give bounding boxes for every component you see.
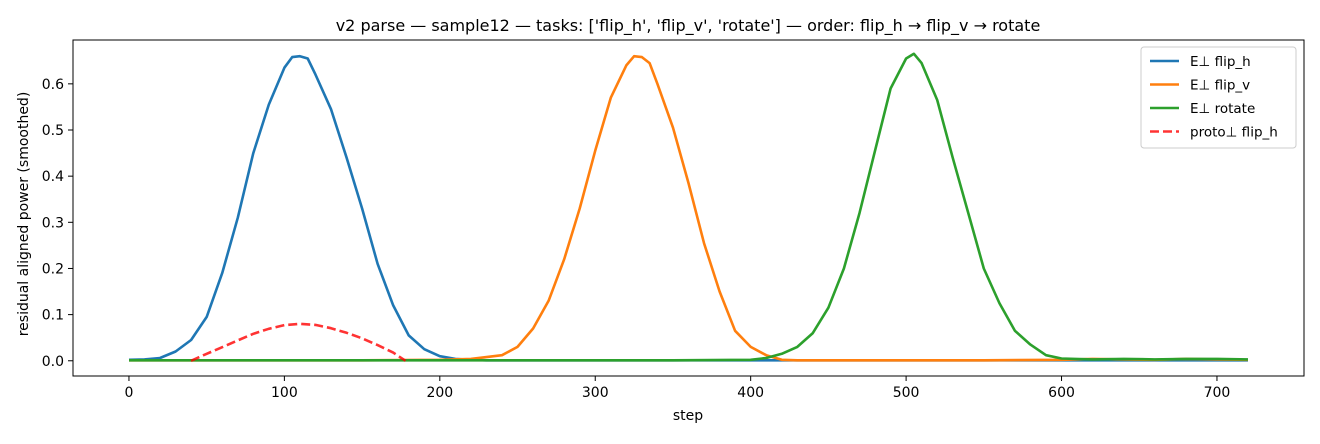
x-tick-label: 100 bbox=[271, 385, 298, 401]
x-tick-label: 200 bbox=[426, 385, 453, 401]
plot-area bbox=[72, 39, 1305, 377]
y-tick-label: 0.3 bbox=[42, 215, 64, 231]
y-tick-label: 0.6 bbox=[42, 77, 64, 93]
x-tick-label: 700 bbox=[1204, 385, 1231, 401]
y-tick-label: 0.5 bbox=[42, 123, 64, 139]
y-axis-label: residual aligned power (smoothed) bbox=[16, 92, 32, 337]
chart-title: v2 parse — sample12 — tasks: ['flip_h', … bbox=[336, 16, 1041, 36]
y-tick-label: 0.4 bbox=[42, 169, 64, 185]
y-tick-label: 0.1 bbox=[42, 308, 64, 324]
x-tick-label: 500 bbox=[893, 385, 920, 401]
legend-box bbox=[1140, 46, 1297, 149]
series-line-4 bbox=[190, 322, 407, 362]
series-line-2 bbox=[129, 54, 1249, 362]
x-tick-label: 400 bbox=[737, 385, 764, 401]
legend-label: E⊥ rotate bbox=[1190, 101, 1255, 117]
x-tick-label: 600 bbox=[1048, 385, 1075, 401]
y-tick-label: 0.2 bbox=[42, 261, 64, 277]
series-line-3 bbox=[129, 52, 1249, 362]
legend-label: E⊥ flip_v bbox=[1190, 78, 1250, 94]
series-line-1 bbox=[128, 54, 1248, 362]
x-axis: 0 100 200 300 400 500 600 700 bbox=[124, 376, 1230, 401]
x-axis-label: step bbox=[673, 408, 703, 424]
legend-label: E⊥ flip_h bbox=[1190, 54, 1251, 70]
legend-label: proto⊥ flip_h bbox=[1190, 125, 1278, 141]
x-tick-label: 0 bbox=[124, 385, 133, 401]
y-tick-label: 0.0 bbox=[42, 354, 64, 370]
legend: E⊥ flip_h E⊥ flip_v E⊥ rotate proto⊥ flip_h bbox=[1140, 46, 1297, 149]
x-tick-label: 300 bbox=[582, 385, 609, 401]
y-axis: 0.0 0.1 0.2 0.3 0.4 0.5 0.6 bbox=[42, 77, 73, 370]
plot-frame bbox=[72, 39, 1305, 377]
